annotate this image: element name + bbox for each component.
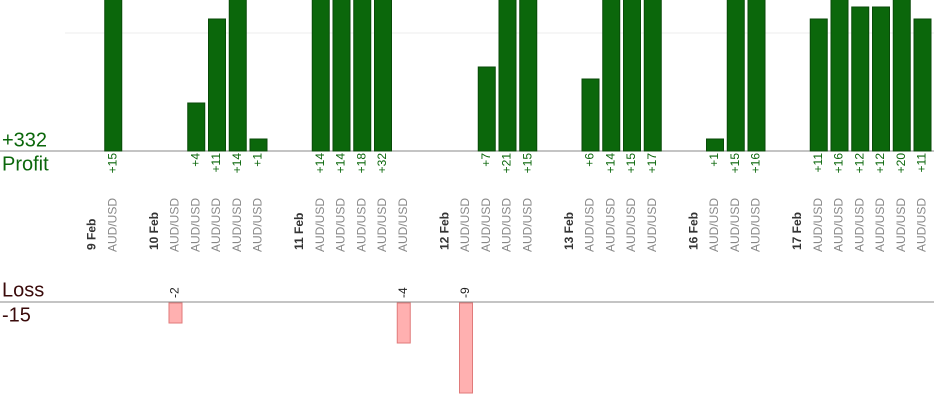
profit-label: +16 [749,153,763,174]
symbol-label: AUD/USD [313,198,327,252]
date-label: 9 Feb [85,219,99,250]
profit-label: +12 [873,153,887,174]
profit-bar [892,0,911,152]
profit-label: +11 [209,153,223,173]
symbol-label: AUD/USD [230,198,244,252]
date-label: 16 Feb [686,212,700,250]
profit-bar [872,6,890,152]
symbol-label: AUD/USD [375,198,389,252]
profit-bar [187,102,206,152]
symbol-label: AUD/USD [396,198,410,252]
profit-label: +11 [811,153,825,173]
profit-bar [830,0,849,152]
symbol-label: AUD/USD [832,198,846,252]
profit-bar [332,0,351,152]
profit-label: +7 [479,153,493,167]
date-label: 12 Feb [437,212,451,250]
profit-label: +14 [313,153,327,174]
symbol-label: AUD/USD [251,198,265,252]
profit-label: +6 [583,153,597,167]
symbol-label: AUD/USD [168,198,182,252]
loss-bar [168,302,183,324]
date-label: 11 Feb [292,213,306,250]
symbol-label: AUD/USD [915,198,929,252]
symbol-label: AUD/USD [707,198,721,252]
profit-bar [809,18,828,152]
profit-label: +20 [894,153,908,174]
profit-bar [374,0,392,152]
profit-bar [104,0,123,152]
profit-label: +32 [375,153,389,174]
symbol-label: AUD/USD [603,198,617,252]
loss-label: -2 [168,287,182,298]
profit-label: +15 [520,153,534,174]
profit-label: +16 [832,153,846,174]
profit-label: +12 [852,153,866,174]
symbol-label: AUD/USD [811,198,825,252]
loss-label: -4 [396,287,410,298]
date-label: 17 Feb [790,212,804,250]
loss-label: -9 [458,287,472,298]
profit-label: +15 [624,153,638,174]
profit-label: +15 [105,153,119,174]
profit-label: +17 [645,153,659,174]
symbol-label: AUD/USD [873,198,887,252]
profit-bar [208,18,226,152]
profit-bar [498,0,517,152]
profit-bar [519,0,538,152]
date-label: 13 Feb [562,212,576,250]
symbol-label: AUD/USD [479,198,493,252]
symbol-label: AUD/USD [583,198,597,252]
profit-label: +1 [707,153,721,167]
profit-title: Profit [2,153,49,175]
profit-bar [602,0,621,152]
profit-label: +21 [500,153,514,174]
profit-label: +1 [251,153,265,167]
profit-bar [747,0,766,152]
profit-label: +14 [603,153,617,174]
symbol-label: AUD/USD [458,198,472,252]
symbol-label: AUD/USD [728,198,742,252]
symbol-label: AUD/USD [188,198,202,252]
profit-bar [851,6,870,152]
symbol-label: AUD/USD [105,198,119,252]
profit-total: +332 [2,129,47,151]
loss-title: Loss [2,279,44,301]
symbol-label: AUD/USD [894,198,908,252]
profit-bar [477,66,496,152]
loss-bar [396,302,411,344]
symbol-label: AUD/USD [354,198,368,252]
symbol-label: AUD/USD [500,198,514,252]
profit-bar [353,0,372,152]
profit-bar [726,0,745,152]
profit-bar [706,138,724,152]
symbol-label: AUD/USD [645,198,659,252]
profit-bar [249,138,268,152]
profit-label: +4 [188,153,202,167]
profit-label: +14 [334,153,348,174]
profit-label: +11 [915,153,929,173]
symbol-label: AUD/USD [749,198,763,252]
symbol-label: AUD/USD [520,198,534,252]
symbol-label: AUD/USD [852,198,866,252]
symbol-label: AUD/USD [209,198,223,252]
profit-bar [581,78,600,152]
profit-bar [623,0,641,152]
loss-total: -15 [2,304,31,326]
symbol-label: AUD/USD [624,198,638,252]
profit-label: +18 [354,153,368,174]
profit-bar [228,0,247,152]
profit-bar [913,18,932,152]
profit-label: +14 [230,153,244,174]
symbol-label: AUD/USD [334,198,348,252]
date-label: 10 Feb [147,212,161,250]
profit-bar [311,0,330,152]
profit-bar [643,0,662,152]
loss-bar [459,302,473,394]
profit-label: +15 [728,153,742,174]
